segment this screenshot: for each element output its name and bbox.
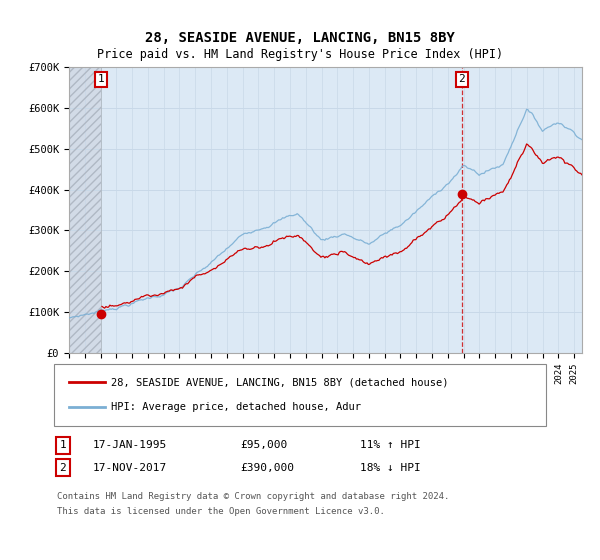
Text: 18% ↓ HPI: 18% ↓ HPI [360,463,421,473]
Bar [69,67,101,353]
Text: 17-JAN-1995: 17-JAN-1995 [93,440,167,450]
Text: Contains HM Land Registry data © Crown copyright and database right 2024.: Contains HM Land Registry data © Crown c… [57,492,449,501]
Text: 17-NOV-2017: 17-NOV-2017 [93,463,167,473]
Text: 11% ↑ HPI: 11% ↑ HPI [360,440,421,450]
Text: 28, SEASIDE AVENUE, LANCING, BN15 8BY (detached house): 28, SEASIDE AVENUE, LANCING, BN15 8BY (d… [111,377,449,388]
Text: 2: 2 [59,463,67,473]
Text: Price paid vs. HM Land Registry's House Price Index (HPI): Price paid vs. HM Land Registry's House … [97,48,503,60]
Text: This data is licensed under the Open Government Licence v3.0.: This data is licensed under the Open Gov… [57,507,385,516]
Text: £390,000: £390,000 [240,463,294,473]
Text: 1: 1 [59,440,67,450]
Text: HPI: Average price, detached house, Adur: HPI: Average price, detached house, Adur [111,402,361,412]
Text: 28, SEASIDE AVENUE, LANCING, BN15 8BY: 28, SEASIDE AVENUE, LANCING, BN15 8BY [145,31,455,45]
Text: 1: 1 [98,74,104,85]
Text: 2: 2 [458,74,465,85]
Bar [69,67,101,353]
Text: £95,000: £95,000 [240,440,287,450]
